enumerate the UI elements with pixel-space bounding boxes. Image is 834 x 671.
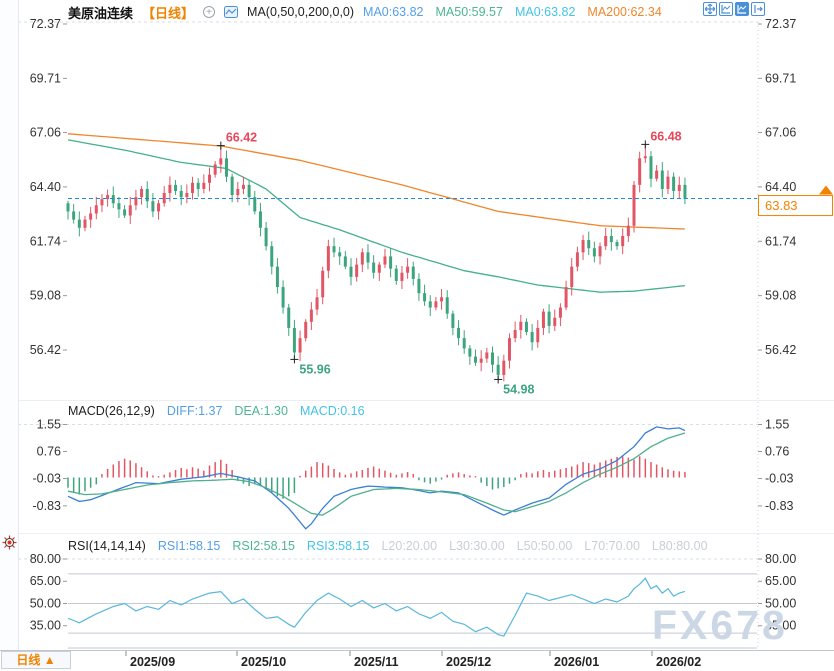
rsi-values-row: RSI1:58.15 RSI2:58.15 RSI3:58.15 L20:20.00 L… xyxy=(158,539,708,553)
left-gutter xyxy=(0,0,19,650)
axis-label: 64.40 xyxy=(30,180,61,194)
date-label: 2025/12 xyxy=(446,655,491,669)
axis-scale-button[interactable] xyxy=(719,2,733,16)
dea-line xyxy=(67,432,686,516)
axis-label: 80.00 xyxy=(765,552,796,566)
rsi-name[interactable]: RSI(14,14,14) xyxy=(68,539,146,553)
macd-values-row: DIFF:1.37 DEA:1.30 MACD:0.16 xyxy=(167,404,365,418)
axis-label: 80.00 xyxy=(30,552,61,566)
axis-label: 50.00 xyxy=(765,596,796,610)
extreme-annotation: 66.42 xyxy=(216,131,257,150)
ma-chart-icon[interactable] xyxy=(224,6,239,18)
current-price-label: 63.83 xyxy=(765,198,798,213)
axis-label: 59.08 xyxy=(765,289,796,303)
ma-value: MA0:63.82 xyxy=(514,5,576,19)
axis-label: 72.37 xyxy=(30,17,61,31)
date-label: 2025/10 xyxy=(241,655,286,669)
ma-settings-label[interactable]: MA(0,50,0,200,0,0) xyxy=(247,5,355,19)
axis-label: 50.00 xyxy=(30,596,61,610)
axis-label: 67.06 xyxy=(765,126,796,140)
axis-label: -0.83 xyxy=(765,499,794,513)
rsi-line xyxy=(67,577,686,637)
axis-label: -0.83 xyxy=(33,499,62,513)
period-tag[interactable]: 【日线】 xyxy=(142,5,195,21)
rsi-value: L50:50.00 xyxy=(516,539,573,553)
latest-price-arrow-icon[interactable] xyxy=(819,185,833,195)
macd-histogram xyxy=(67,456,686,499)
axis-label: 35.00 xyxy=(765,619,796,633)
ma50-line xyxy=(67,139,685,293)
current-price-box xyxy=(758,195,833,217)
rsi-value: L20:20.00 xyxy=(381,539,438,553)
macd-name[interactable]: MACD(26,12,9) xyxy=(68,404,155,418)
rsi-value: L30:30.00 xyxy=(449,539,505,553)
rsi-value: RSI1:58.15 xyxy=(157,539,221,553)
jump-to-latest-button[interactable] xyxy=(751,2,765,16)
macd-value: DIFF:1.37 xyxy=(166,404,223,418)
main-chart-header: 美原油连续 【日线】 + MA(0,50,0,200,0,0) MA0:63.8… xyxy=(68,3,662,21)
axis-label: 69.71 xyxy=(30,71,61,85)
axis-label: 56.42 xyxy=(30,343,61,357)
move-tool-button[interactable] xyxy=(703,2,717,16)
watermark: FX678 xyxy=(652,602,788,648)
axis-label: 1.55 xyxy=(765,417,789,431)
chart-toolbar xyxy=(703,2,765,16)
rsi-value: RSI3:58.15 xyxy=(306,539,370,553)
ma-values-row: MA0:63.82 MA50:59.57 MA0:63.82 MA200:62.34 xyxy=(363,5,662,19)
svg-text:55.96: 55.96 xyxy=(299,362,330,376)
rsi-value: RSI2:58.15 xyxy=(232,539,295,553)
axis-label: -0.03 xyxy=(33,472,62,486)
axis-label: 72.37 xyxy=(765,17,796,31)
axis-label: 0.76 xyxy=(37,445,61,459)
rsi-value: L80:80.00 xyxy=(651,539,708,553)
macd-header: MACD(26,12,9) DIFF:1.37 DEA:1.30 MACD:0.16 xyxy=(68,404,365,418)
axis-label: 35.00 xyxy=(30,619,61,633)
axis-label: 56.42 xyxy=(765,343,796,357)
ma-value: MA50:59.57 xyxy=(435,5,503,19)
macd-value: MACD:0.16 xyxy=(299,404,365,418)
axis-label: 59.08 xyxy=(30,289,61,303)
extreme-annotation: 55.96 xyxy=(290,355,331,376)
ma-value: MA200:62.34 xyxy=(587,5,662,19)
ma-value: MA0:63.82 xyxy=(363,5,424,19)
svg-text:54.98: 54.98 xyxy=(503,382,534,396)
axis-label: 65.00 xyxy=(30,574,61,588)
candles-layer xyxy=(66,144,687,382)
diff-line xyxy=(67,426,686,530)
add-indicator-icon[interactable]: + xyxy=(203,6,216,18)
svg-text:66.48: 66.48 xyxy=(650,129,681,143)
svg-text:66.42: 66.42 xyxy=(226,131,257,145)
period-selector[interactable]: 日线 ▲ xyxy=(1,651,71,669)
rsi-value: L70:70.00 xyxy=(584,539,640,553)
axis-label: -0.03 xyxy=(765,472,794,486)
axis-label: 69.71 xyxy=(765,71,796,85)
hot-indicator-icon[interactable] xyxy=(2,535,17,550)
axis-label: 0.76 xyxy=(765,445,789,459)
axis-label: 61.74 xyxy=(765,234,796,248)
scale-active-button[interactable] xyxy=(735,2,749,16)
axis-label: 67.06 xyxy=(30,126,61,140)
axis-label: 1.55 xyxy=(37,417,61,431)
date-label: 2025/11 xyxy=(354,655,399,669)
macd-value: DEA:1.30 xyxy=(234,404,288,418)
extreme-annotation: 66.48 xyxy=(641,129,682,149)
axis-label: 65.00 xyxy=(765,574,796,588)
date-label: 2026/01 xyxy=(554,655,599,669)
symbol-title: 美原油连续 xyxy=(68,5,134,21)
axis-label: 64.40 xyxy=(765,180,796,194)
rsi-header: RSI(14,14,14) RSI1:58.15 RSI2:58.15 RSI3:5… xyxy=(68,539,708,553)
axis-label: 61.74 xyxy=(30,234,61,248)
date-label: 2025/09 xyxy=(130,655,175,669)
extreme-annotation: 54.98 xyxy=(494,375,534,396)
ma200-line xyxy=(67,133,685,230)
date-label: 2026/02 xyxy=(656,655,701,669)
